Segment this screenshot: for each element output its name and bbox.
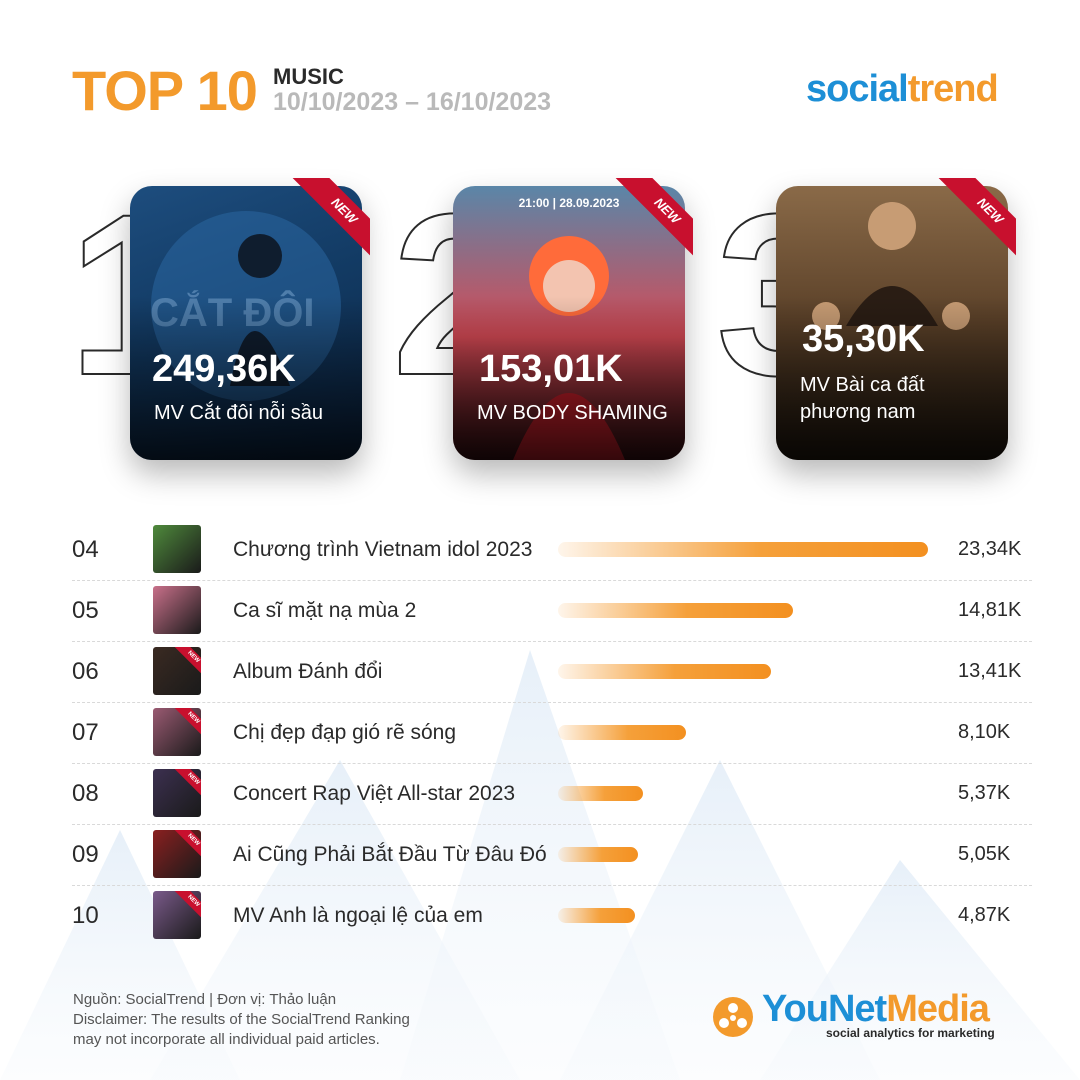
row-title: Chị đẹp đạp gió rẽ sóng xyxy=(233,721,456,744)
table-row[interactable]: 10 NEW MV Anh là ngoại lệ của em 4,87K xyxy=(72,886,1032,946)
table-row[interactable]: 08 NEW Concert Rap Việt All-star 2023 5,37K xyxy=(72,764,1032,825)
socialtrend-logo: socialtrend xyxy=(806,68,999,110)
new-badge: NEW xyxy=(934,178,1016,260)
footer-notes: Nguồn: SocialTrend | Đơn vị: Thảo luận D… xyxy=(73,990,410,1050)
row-value-label: 14,81K xyxy=(958,599,1022,621)
top-card-label: MV Cắt đôi nỗi sầu xyxy=(154,402,323,424)
card-2-overtext: 21:00 | 28.09.2023 xyxy=(518,196,620,210)
bar-mark xyxy=(558,786,643,801)
row-thumbnail: NEW xyxy=(153,830,201,878)
row-value-label: 23,34K xyxy=(958,538,1022,560)
top-card-1[interactable]: CẮT ĐÔI 249,36K MV Cắt đôi nỗi sầu xyxy=(130,186,362,460)
new-badge: NEW xyxy=(173,769,201,797)
footer-disclaimer: Disclaimer: The results of the SocialTre… xyxy=(73,1011,410,1028)
page-title: TOP 10 xyxy=(72,59,258,122)
row-title: Album Đánh đổi xyxy=(233,660,383,683)
bar-mark xyxy=(558,908,635,923)
row-value-label: 8,10K xyxy=(958,721,1011,743)
table-row[interactable]: 05 Ca sĩ mặt nạ mùa 2 14,81K xyxy=(72,581,1032,642)
row-title: Ca sĩ mặt nạ mùa 2 xyxy=(233,599,417,622)
row-rank: 08 xyxy=(72,780,99,807)
top-card-value: 153,01K xyxy=(479,348,623,390)
row-value-label: 4,87K xyxy=(958,904,1011,926)
row-rank: 05 xyxy=(72,597,99,624)
new-badge: NEW xyxy=(173,708,201,736)
row-thumbnail xyxy=(153,525,201,573)
row-title: Concert Rap Việt All-star 2023 xyxy=(233,782,516,805)
top-card-label: MV BODY SHAMING xyxy=(477,402,668,424)
top-card-value: 35,30K xyxy=(802,318,925,360)
row-title: Ai Cũng Phải Bắt Đầu Từ Đâu Đó xyxy=(233,843,547,866)
row-rank: 09 xyxy=(72,841,99,868)
table-row[interactable]: 06 NEW Album Đánh đổi 13,41K xyxy=(72,642,1032,703)
table-row[interactable]: 04 Chương trình Vietnam idol 2023 23,34K xyxy=(72,520,1032,581)
top-card-3[interactable]: 35,30K MV Bài ca đất phương nam xyxy=(776,186,1008,460)
row-title: MV Anh là ngoại lệ của em xyxy=(233,904,483,927)
row-thumbnail: NEW xyxy=(153,647,201,695)
row-value-label: 5,37K xyxy=(958,782,1011,804)
bar-mark xyxy=(558,847,638,862)
new-badge: NEW xyxy=(173,891,201,919)
row-rank: 10 xyxy=(72,902,99,929)
bar-mark xyxy=(558,725,686,740)
bar-mark xyxy=(558,603,793,618)
new-badge: NEW xyxy=(611,178,693,260)
date-range: 10/10/2023 – 16/10/2023 xyxy=(273,88,552,116)
row-value-label: 5,05K xyxy=(958,843,1011,865)
row-thumbnail: NEW xyxy=(153,891,201,939)
footer-disclaimer-2: may not incorporate all individual paid … xyxy=(73,1031,380,1048)
row-thumbnail: NEW xyxy=(153,708,201,756)
younetmedia-tagline: social analytics for marketing xyxy=(826,1026,995,1040)
bar-mark xyxy=(558,542,928,557)
category-label: MUSIC xyxy=(273,64,344,89)
ranking-list: 04 Chương trình Vietnam idol 2023 23,34K 05… xyxy=(72,520,1032,946)
row-title: Chương trình Vietnam idol 2023 xyxy=(233,538,533,561)
new-badge: NEW xyxy=(288,178,370,260)
table-row[interactable]: 07 NEW Chị đẹp đạp gió rẽ sóng 8,10K xyxy=(72,703,1032,764)
row-thumbnail xyxy=(153,586,201,634)
top-card-2[interactable]: 21:00 | 28.09.2023 153,01K MV BODY SHAMI… xyxy=(453,186,685,460)
row-rank: 06 xyxy=(72,658,99,685)
top-card-value: 249,36K xyxy=(152,348,296,390)
row-value-label: 13,41K xyxy=(958,660,1022,682)
row-rank: 07 xyxy=(72,719,99,746)
bar-mark xyxy=(558,664,771,679)
younetmedia-icon xyxy=(713,997,753,1037)
row-thumbnail: NEW xyxy=(153,769,201,817)
table-row[interactable]: 09 NEW Ai Cũng Phải Bắt Đầu Từ Đâu Đó 5,05K xyxy=(72,825,1032,886)
new-badge: NEW xyxy=(173,830,201,858)
footer-source: Nguồn: SocialTrend | Đơn vị: Thảo luận xyxy=(73,991,337,1008)
new-badge: NEW xyxy=(173,647,201,675)
row-rank: 04 xyxy=(72,536,99,563)
top-card-label: MV Bài ca đất phương nam xyxy=(800,374,925,423)
